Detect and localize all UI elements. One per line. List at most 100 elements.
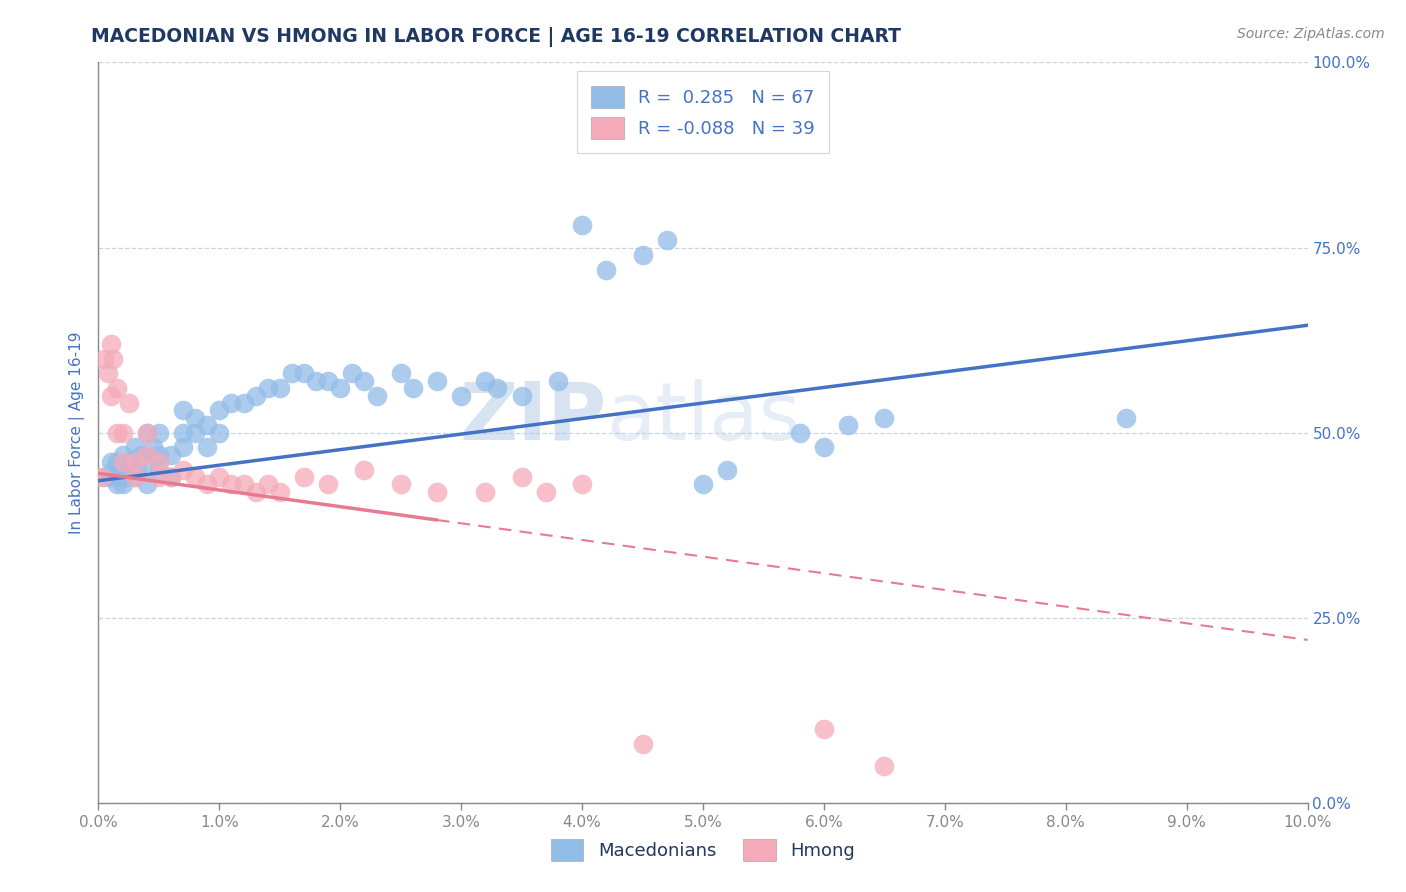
Legend: Macedonians, Hmong: Macedonians, Hmong	[544, 831, 862, 868]
Point	[813, 722, 835, 736]
Point	[389, 477, 412, 491]
Point	[129, 448, 152, 462]
Point	[631, 737, 654, 751]
Point	[105, 455, 128, 469]
Point	[245, 388, 267, 402]
Point	[195, 441, 218, 455]
Point	[148, 470, 170, 484]
Point	[534, 484, 557, 499]
Point	[450, 388, 472, 402]
Point	[148, 455, 170, 469]
Point	[100, 388, 122, 402]
Point	[232, 477, 254, 491]
Point	[245, 484, 267, 499]
Point	[474, 374, 496, 388]
Point	[91, 470, 114, 484]
Point	[184, 425, 207, 440]
Point	[486, 381, 509, 395]
Point	[160, 470, 183, 484]
Point	[195, 477, 218, 491]
Point	[135, 455, 157, 469]
Point	[716, 462, 738, 476]
Point	[571, 477, 593, 491]
Point	[111, 462, 134, 476]
Point	[547, 374, 569, 388]
Point	[305, 374, 328, 388]
Point	[426, 484, 449, 499]
Point	[172, 425, 194, 440]
Point	[366, 388, 388, 402]
Point	[474, 484, 496, 499]
Y-axis label: In Labor Force | Age 16-19: In Labor Force | Age 16-19	[69, 331, 84, 534]
Point	[232, 396, 254, 410]
Point	[595, 262, 617, 277]
Point	[118, 396, 141, 410]
Point	[142, 441, 165, 455]
Point	[100, 470, 122, 484]
Point	[789, 425, 811, 440]
Point	[118, 455, 141, 469]
Point	[172, 462, 194, 476]
Point	[292, 367, 315, 381]
Point	[256, 477, 278, 491]
Point	[101, 462, 124, 476]
Point	[111, 425, 134, 440]
Point	[353, 462, 375, 476]
Point	[148, 425, 170, 440]
Point	[135, 448, 157, 462]
Point	[127, 462, 149, 476]
Point	[402, 381, 425, 395]
Point	[108, 470, 131, 484]
Point	[101, 351, 124, 366]
Point	[160, 470, 183, 484]
Point	[510, 388, 533, 402]
Text: Source: ZipAtlas.com: Source: ZipAtlas.com	[1237, 27, 1385, 41]
Point	[160, 448, 183, 462]
Point	[114, 470, 136, 484]
Point	[342, 367, 364, 381]
Point	[100, 455, 122, 469]
Point	[571, 219, 593, 233]
Point	[105, 425, 128, 440]
Point	[135, 477, 157, 491]
Point	[172, 403, 194, 417]
Point	[873, 758, 896, 772]
Point	[329, 381, 352, 395]
Point	[124, 441, 146, 455]
Point	[221, 396, 243, 410]
Point	[135, 425, 157, 440]
Point	[389, 367, 412, 381]
Point	[93, 351, 115, 366]
Text: atlas: atlas	[606, 379, 800, 457]
Point	[172, 441, 194, 455]
Point	[281, 367, 304, 381]
Point	[316, 374, 339, 388]
Point	[124, 470, 146, 484]
Point	[124, 455, 146, 469]
Point	[353, 374, 375, 388]
Point	[316, 477, 339, 491]
Point	[184, 470, 207, 484]
Point	[208, 425, 231, 440]
Point	[873, 410, 896, 425]
Point	[510, 470, 533, 484]
Point	[208, 470, 231, 484]
Point	[655, 233, 678, 247]
Point	[813, 441, 835, 455]
Point	[292, 470, 315, 484]
Point	[221, 477, 243, 491]
Point	[195, 418, 218, 433]
Point	[269, 381, 291, 395]
Point	[208, 403, 231, 417]
Point	[124, 455, 146, 469]
Point	[269, 484, 291, 499]
Point	[631, 248, 654, 262]
Point	[426, 374, 449, 388]
Point	[124, 470, 146, 484]
Point	[105, 381, 128, 395]
Point	[184, 410, 207, 425]
Point	[111, 448, 134, 462]
Point	[135, 425, 157, 440]
Point	[692, 477, 714, 491]
Point	[148, 448, 170, 462]
